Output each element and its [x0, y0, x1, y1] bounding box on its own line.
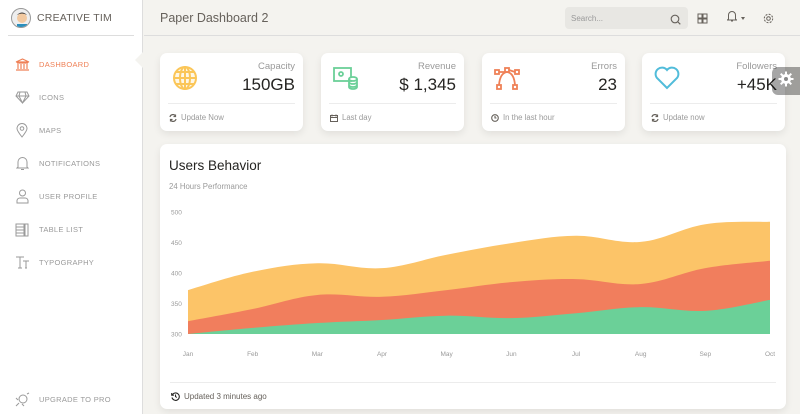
chart-subtitle: 24 Hours Performance — [169, 182, 248, 191]
sidebar-item-user-profile[interactable]: USER PROFILE — [0, 180, 142, 213]
x-tick-label: Jun — [506, 351, 517, 358]
search-box — [565, 7, 688, 29]
x-tick-label: Jul — [572, 351, 581, 358]
y-tick-label: 450 — [171, 240, 182, 247]
calendar-icon — [330, 114, 338, 122]
active-item-caret — [135, 52, 143, 68]
bell-icon — [726, 9, 738, 27]
search-icon[interactable] — [670, 12, 681, 30]
user-icon — [14, 189, 30, 205]
logo[interactable]: CREATIVE TIM — [8, 0, 134, 36]
x-tick-label: Oct — [765, 351, 775, 358]
sidebar-item-typography[interactable]: TYPOGRAPHY — [0, 246, 142, 279]
stat-footer[interactable]: Update now — [651, 113, 705, 122]
sidebar-item-table-list[interactable]: TABLE LIST — [0, 213, 142, 246]
vector-icon — [494, 65, 520, 91]
gear-icon — [778, 71, 794, 92]
search-input[interactable] — [571, 13, 671, 23]
refresh-icon — [651, 113, 659, 122]
stat-footer[interactable]: Last day — [330, 113, 371, 122]
typography-icon — [14, 255, 30, 271]
stat-footer[interactable]: Update Now — [169, 113, 224, 122]
x-tick-label: Apr — [377, 351, 388, 358]
y-tick-label: 500 — [171, 210, 182, 217]
grid-icon[interactable] — [695, 11, 709, 25]
x-tick-label: Feb — [247, 351, 259, 358]
diamond-icon — [14, 90, 30, 106]
top-navbar: Paper Dashboard 2 — [144, 0, 800, 36]
logo-text: CREATIVE TIM — [37, 11, 112, 24]
x-tick-label: Mar — [312, 351, 324, 358]
heart-icon — [654, 65, 680, 91]
chart-footer: Updated 3 minutes ago — [171, 392, 267, 401]
sidebar-nav: DASHBOARD ICONS MAPS NOTIFICATIONS USER … — [0, 48, 142, 279]
sidebar-item-icons[interactable]: ICONS — [0, 81, 142, 114]
stat-card-errors: Errors 23 In the last hour — [482, 53, 625, 131]
x-tick-label: May — [441, 351, 454, 358]
area-chart: 300 350 400 450 500 Jan Feb Mar Apr May Jun Jul Aug S… — [171, 210, 775, 359]
avatar — [11, 7, 31, 28]
bank-icon — [14, 57, 30, 73]
money-icon — [333, 65, 359, 91]
sidebar-item-maps[interactable]: MAPS — [0, 114, 142, 147]
clock-icon — [491, 113, 499, 122]
refresh-icon — [169, 113, 177, 122]
x-tick-label: Aug — [635, 351, 647, 358]
y-tick-label: 350 — [171, 301, 182, 308]
bell-icon — [14, 156, 30, 172]
x-tick-label: Jan — [183, 351, 194, 358]
gear-icon[interactable] — [761, 11, 775, 25]
divider — [170, 382, 776, 383]
stat-footer[interactable]: In the last hour — [491, 113, 555, 122]
divider — [490, 103, 617, 104]
sidebar-item-notifications[interactable]: NOTIFICATIONS — [0, 147, 142, 180]
stat-card-followers: Followers +45K Update now — [642, 53, 785, 131]
navbar-brand[interactable]: Paper Dashboard 2 — [160, 10, 269, 25]
caret-down-icon — [741, 16, 745, 20]
area-series — [188, 299, 770, 334]
stat-card-capacity: Capacity 150GB Update Now — [160, 53, 303, 131]
divider — [650, 103, 777, 104]
sidebar: CREATIVE TIM DASHBOARD ICONS MAPS NOTIFI… — [0, 0, 143, 414]
users-behavior-card: Users Behavior 24 Hours Performance 300 3… — [160, 144, 786, 409]
divider — [168, 103, 295, 104]
sidebar-item-dashboard[interactable]: DASHBOARD — [0, 48, 142, 81]
x-tick-label: Sep — [700, 351, 712, 358]
history-icon — [171, 392, 180, 401]
notifications-dropdown[interactable] — [725, 11, 747, 25]
upgrade-to-pro-link[interactable]: UPGRADE TO PRO — [0, 384, 142, 414]
chart-title: Users Behavior — [169, 158, 262, 173]
divider — [329, 103, 456, 104]
table-icon — [14, 222, 30, 238]
stat-card-revenue: Revenue $ 1,345 Last day — [321, 53, 464, 131]
globe-icon — [172, 65, 198, 91]
map-pin-icon — [14, 123, 30, 139]
y-tick-label: 400 — [171, 271, 182, 278]
spaceship-icon — [14, 391, 30, 407]
y-tick-label: 300 — [171, 332, 182, 339]
settings-plugin-button[interactable] — [772, 67, 800, 95]
